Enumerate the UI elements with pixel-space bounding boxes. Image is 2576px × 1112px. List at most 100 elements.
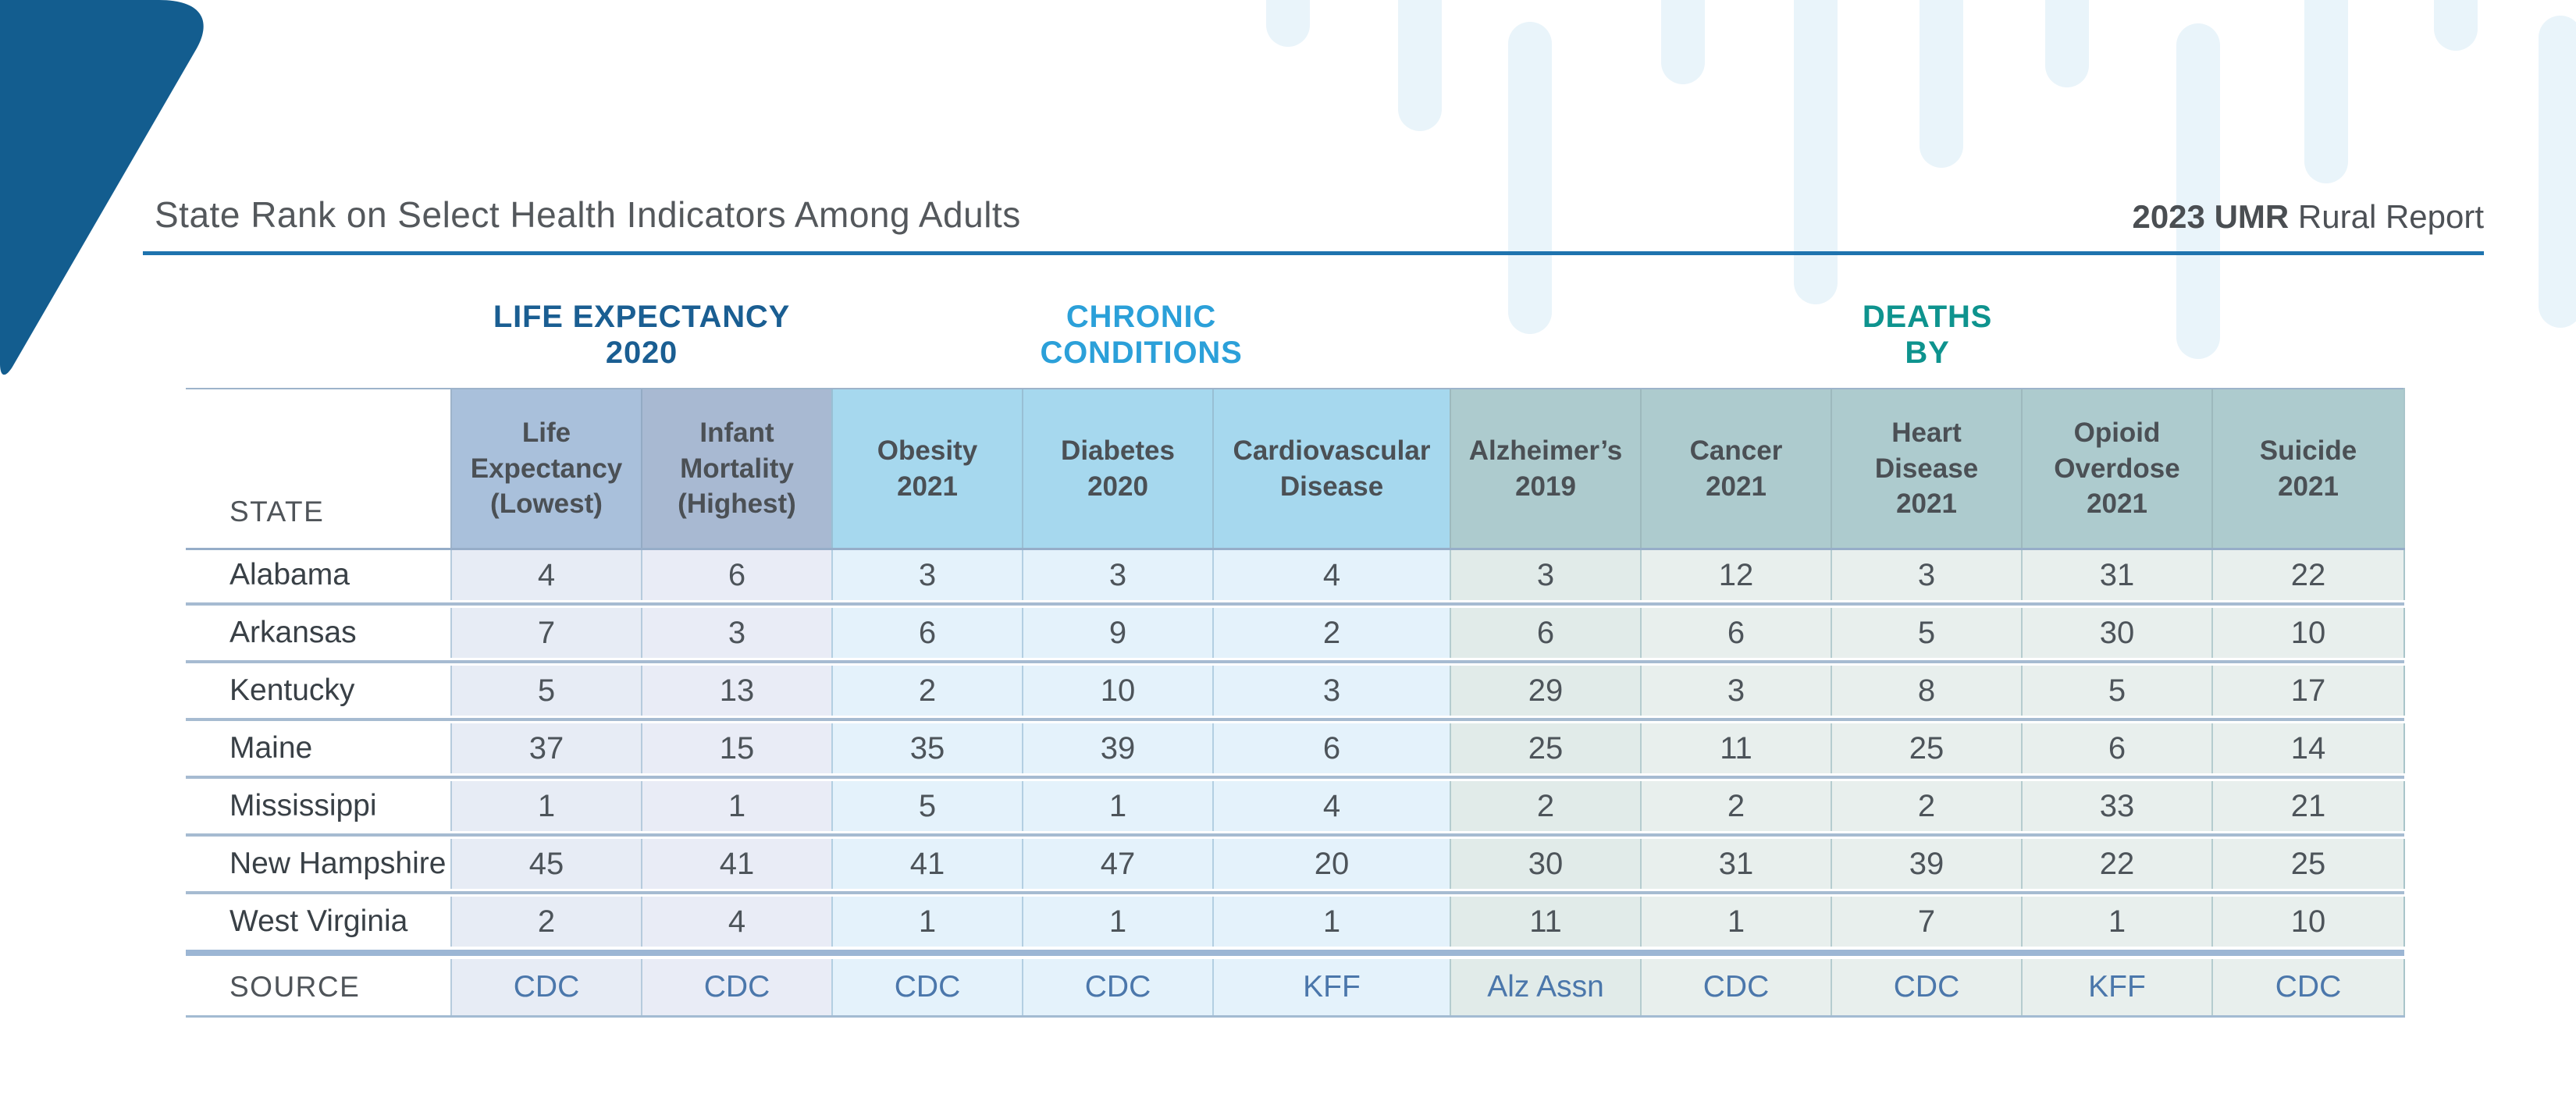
source-cell: CDC: [1022, 959, 1213, 1018]
rank-cell: 3: [1450, 549, 1641, 600]
rank-cell: 2: [1831, 781, 2022, 831]
rank-cell: 17: [2211, 666, 2405, 716]
table-row: West Virginia 2 4 1 1 1 11 1 7 1 10: [186, 897, 2405, 947]
row-separator: [186, 658, 2404, 666]
rank-cell: 21: [2211, 781, 2405, 831]
state-name: New Hampshire: [186, 839, 452, 889]
source-cell: CDC: [2211, 959, 2405, 1018]
source-cell: CDC: [641, 959, 832, 1018]
table-row: Kentucky 5 13 2 10 3 29 3 8 5 17: [186, 666, 2405, 716]
rank-cell: 22: [2211, 549, 2405, 600]
rank-cell: 30: [2021, 608, 2212, 658]
rank-cell: 3: [831, 549, 1023, 600]
rank-cell: 8: [1831, 666, 2022, 716]
row-separator: [186, 831, 2404, 839]
rank-cell: 7: [1831, 897, 2022, 947]
rank-cell: 5: [1831, 608, 2022, 658]
drip-decoration: [2304, 0, 2348, 183]
column-header-cancer: Cancer 2021: [1640, 388, 1831, 550]
rank-cell: 3: [1640, 666, 1831, 716]
rank-cell: 31: [1640, 839, 1831, 889]
row-separator: [186, 889, 2404, 897]
title-rule: [143, 251, 2484, 255]
report-label-rest: Rural Report: [2289, 198, 2484, 235]
rank-cell: 33: [2021, 781, 2212, 831]
rank-cell: 9: [1022, 608, 1213, 658]
source-cell: CDC: [1831, 959, 2022, 1018]
source-row: SOURCE CDC CDC CDC CDC KFF Alz Assn CDC …: [186, 959, 2405, 1018]
column-header-cardiovascular: Cardiovascular Disease: [1212, 388, 1450, 550]
page-title: State Rank on Select Health Indicators A…: [155, 194, 1021, 235]
rank-cell: 6: [831, 608, 1023, 658]
rank-cell: 10: [2211, 897, 2405, 947]
column-header-obesity: Obesity 2021: [831, 388, 1023, 550]
rank-cell: 25: [1831, 723, 2022, 773]
rank-cell: 3: [641, 608, 832, 658]
rank-cell: 20: [1212, 839, 1450, 889]
column-header-diabetes: Diabetes 2020: [1022, 388, 1213, 550]
rank-cell: 3: [1831, 549, 2022, 600]
rank-cell: 1: [1022, 897, 1213, 947]
rank-cell: 31: [2021, 549, 2212, 600]
drip-decoration: [1266, 0, 1310, 47]
rank-cell: 3: [1212, 666, 1450, 716]
rank-cell: 6: [2021, 723, 2212, 773]
rank-cell: 6: [641, 549, 832, 600]
state-name: West Virginia: [186, 897, 452, 947]
health-indicators-table: STATE Life Expectancy (Lowest) Infant Mo…: [186, 388, 2405, 1018]
rank-cell: 45: [450, 839, 642, 889]
source-cell: CDC: [450, 959, 642, 1018]
rank-cell: 12: [1640, 549, 1831, 600]
rank-cell: 25: [2211, 839, 2405, 889]
column-header-heart-disease: Heart Disease 2021: [1831, 388, 2022, 550]
rank-cell: 1: [641, 781, 832, 831]
state-name: Arkansas: [186, 608, 452, 658]
rank-cell: 2: [831, 666, 1023, 716]
rank-cell: 15: [641, 723, 832, 773]
rank-cell: 4: [641, 897, 832, 947]
rank-cell: 10: [2211, 608, 2405, 658]
table-row: Arkansas 7 3 6 9 2 6 6 5 30 10: [186, 608, 2405, 658]
rank-cell: 25: [1450, 723, 1641, 773]
rank-cell: 5: [831, 781, 1023, 831]
rank-cell: 35: [831, 723, 1023, 773]
rank-cell: 47: [1022, 839, 1213, 889]
rank-cell: 37: [450, 723, 642, 773]
rank-cell: 41: [831, 839, 1023, 889]
table-row: Maine 37 15 35 39 6 25 11 25 6 14: [186, 723, 2405, 773]
table-header-row: STATE Life Expectancy (Lowest) Infant Mo…: [186, 388, 2405, 550]
table-row: Alabama 4 6 3 3 4 3 12 3 31 22: [186, 549, 2405, 600]
rank-cell: 6: [1450, 608, 1641, 658]
column-header-suicide: Suicide 2021: [2211, 388, 2405, 550]
rank-cell: 1: [1212, 897, 1450, 947]
column-header-life-expectancy: Life Expectancy (Lowest): [450, 388, 642, 550]
row-separator: [186, 600, 2404, 608]
drip-decoration: [2045, 0, 2089, 87]
source-cell: KFF: [1212, 959, 1450, 1018]
rank-cell: 2: [1450, 781, 1641, 831]
rank-cell: 1: [1640, 897, 1831, 947]
drip-decoration: [1794, 0, 1838, 304]
rank-cell: 39: [1831, 839, 2022, 889]
rank-cell: 1: [450, 781, 642, 831]
rank-cell: 2: [1640, 781, 1831, 831]
column-header-opioid-overdose: Opioid Overdose 2021: [2021, 388, 2212, 550]
drip-decoration: [1398, 0, 1442, 131]
source-separator: [186, 947, 2404, 959]
drip-decoration: [1661, 0, 1705, 84]
column-header-state: STATE: [186, 388, 452, 550]
drip-decoration: [2539, 16, 2576, 328]
state-name: Alabama: [186, 549, 452, 600]
rank-cell: 4: [450, 549, 642, 600]
rank-cell: 6: [1640, 608, 1831, 658]
rank-cell: 3: [1022, 549, 1213, 600]
rank-cell: 13: [641, 666, 832, 716]
rank-cell: 39: [1022, 723, 1213, 773]
source-cell: Alz Assn: [1450, 959, 1641, 1018]
group-header-deaths-by: DEATHS BY: [1862, 300, 1993, 370]
drip-decoration: [1508, 22, 1552, 334]
rank-cell: 7: [450, 608, 642, 658]
source-cell: CDC: [1640, 959, 1831, 1018]
rank-cell: 5: [2021, 666, 2212, 716]
rank-cell: 14: [2211, 723, 2405, 773]
